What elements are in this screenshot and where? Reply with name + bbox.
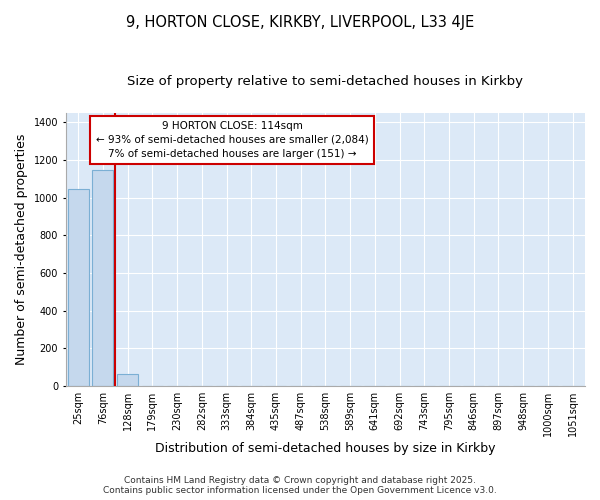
X-axis label: Distribution of semi-detached houses by size in Kirkby: Distribution of semi-detached houses by … <box>155 442 496 455</box>
Text: 9, HORTON CLOSE, KIRKBY, LIVERPOOL, L33 4JE: 9, HORTON CLOSE, KIRKBY, LIVERPOOL, L33 … <box>126 15 474 30</box>
Bar <box>117 374 138 386</box>
Bar <box>68 189 89 386</box>
Text: Contains HM Land Registry data © Crown copyright and database right 2025.
Contai: Contains HM Land Registry data © Crown c… <box>103 476 497 495</box>
Bar <box>92 170 113 386</box>
Text: 9 HORTON CLOSE: 114sqm
← 93% of semi-detached houses are smaller (2,084)
7% of s: 9 HORTON CLOSE: 114sqm ← 93% of semi-det… <box>95 121 368 159</box>
Title: Size of property relative to semi-detached houses in Kirkby: Size of property relative to semi-detach… <box>127 75 523 88</box>
Y-axis label: Number of semi-detached properties: Number of semi-detached properties <box>15 134 28 365</box>
